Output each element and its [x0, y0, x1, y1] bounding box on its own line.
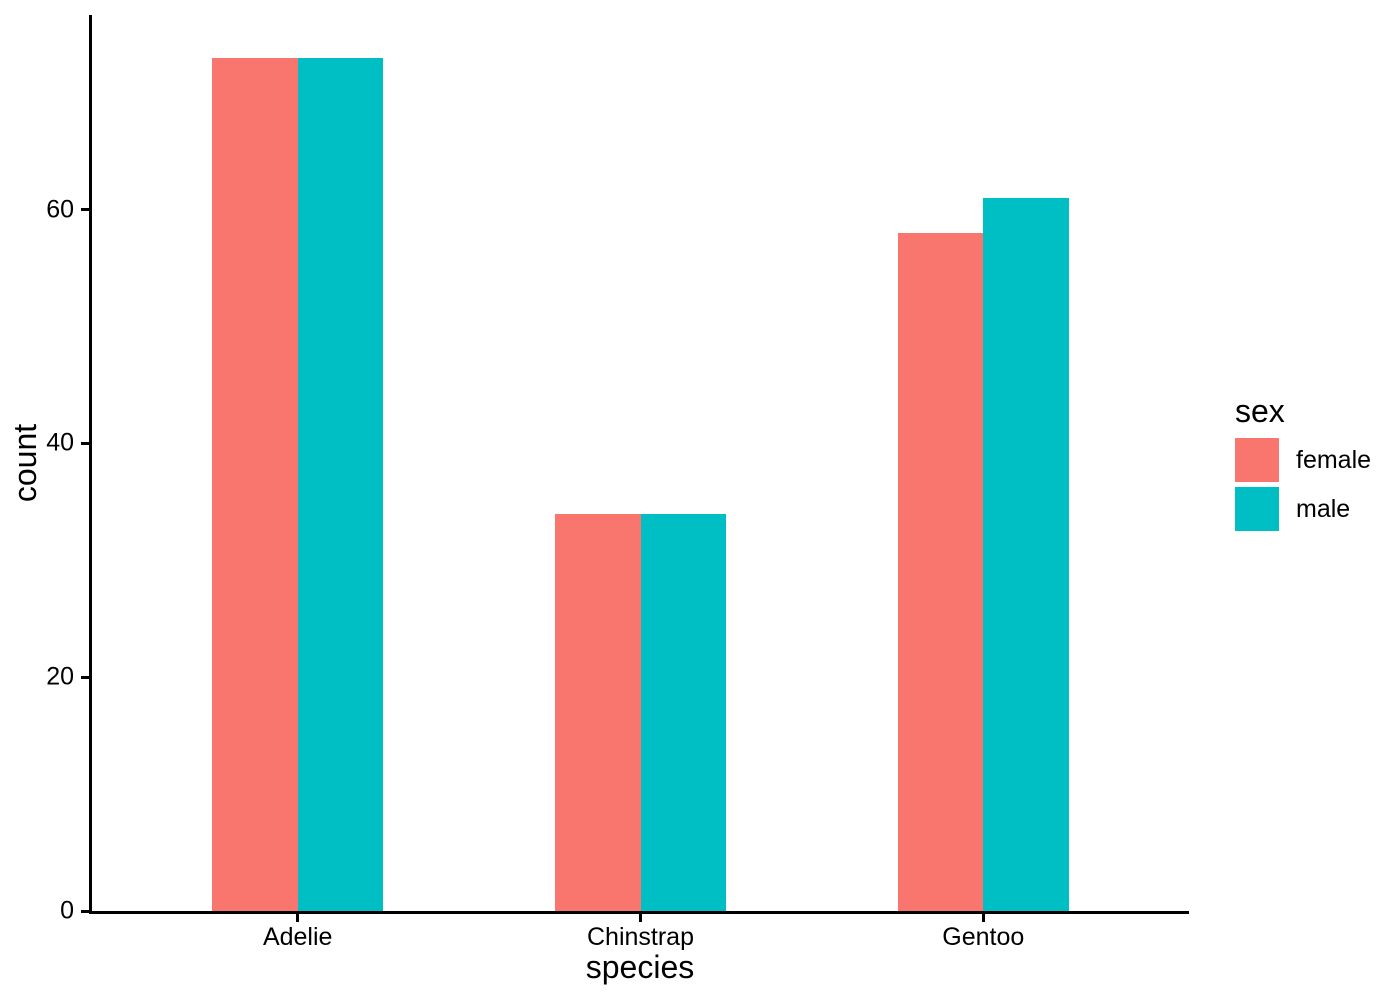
y-tick-mark-40 [81, 441, 89, 445]
y-tick-mark-60 [81, 208, 89, 212]
x-axis-title: species [585, 949, 695, 985]
y-tick-mark-20 [81, 675, 89, 679]
legend-item-male: male [1235, 487, 1371, 531]
y-tick-label-20: 20 [46, 662, 74, 691]
y-axis-line [89, 15, 92, 914]
x-tick-label-adelie: Adelie [262, 923, 333, 951]
y-tick-label-0: 0 [60, 896, 74, 925]
x-axis-line [89, 911, 1189, 914]
legend-label-female: female [1296, 445, 1372, 474]
bar-adelie-male [297, 57, 384, 911]
bar-gentoo-male [983, 197, 1069, 911]
bar-chinstrap-male [640, 513, 726, 911]
legend-swatch-female [1235, 438, 1279, 482]
x-tick-label-chinstrap: Chinstrap [587, 923, 694, 951]
y-tick-label-60: 60 [46, 195, 74, 224]
bar-chinstrap-female [555, 513, 641, 911]
legend-items: female male [1235, 438, 1371, 531]
legend-label-male: male [1296, 494, 1351, 523]
legend-item-female: female [1235, 438, 1371, 482]
x-tick-label-gentoo: Gentoo [942, 923, 1025, 951]
y-tick-label-40: 40 [46, 428, 74, 457]
x-tick-mark-adelie [296, 914, 300, 922]
bar-adelie-female [212, 57, 298, 911]
y-axis-title: count [7, 423, 43, 503]
bar-gentoo-female [897, 233, 984, 911]
y-tick-mark-0 [81, 909, 89, 913]
legend-title: sex [1235, 393, 1285, 429]
legend: sex female male [1235, 395, 1371, 536]
legend-swatch-male [1235, 487, 1279, 531]
x-tick-mark-gentoo [981, 914, 985, 922]
x-tick-mark-chinstrap [639, 914, 642, 922]
